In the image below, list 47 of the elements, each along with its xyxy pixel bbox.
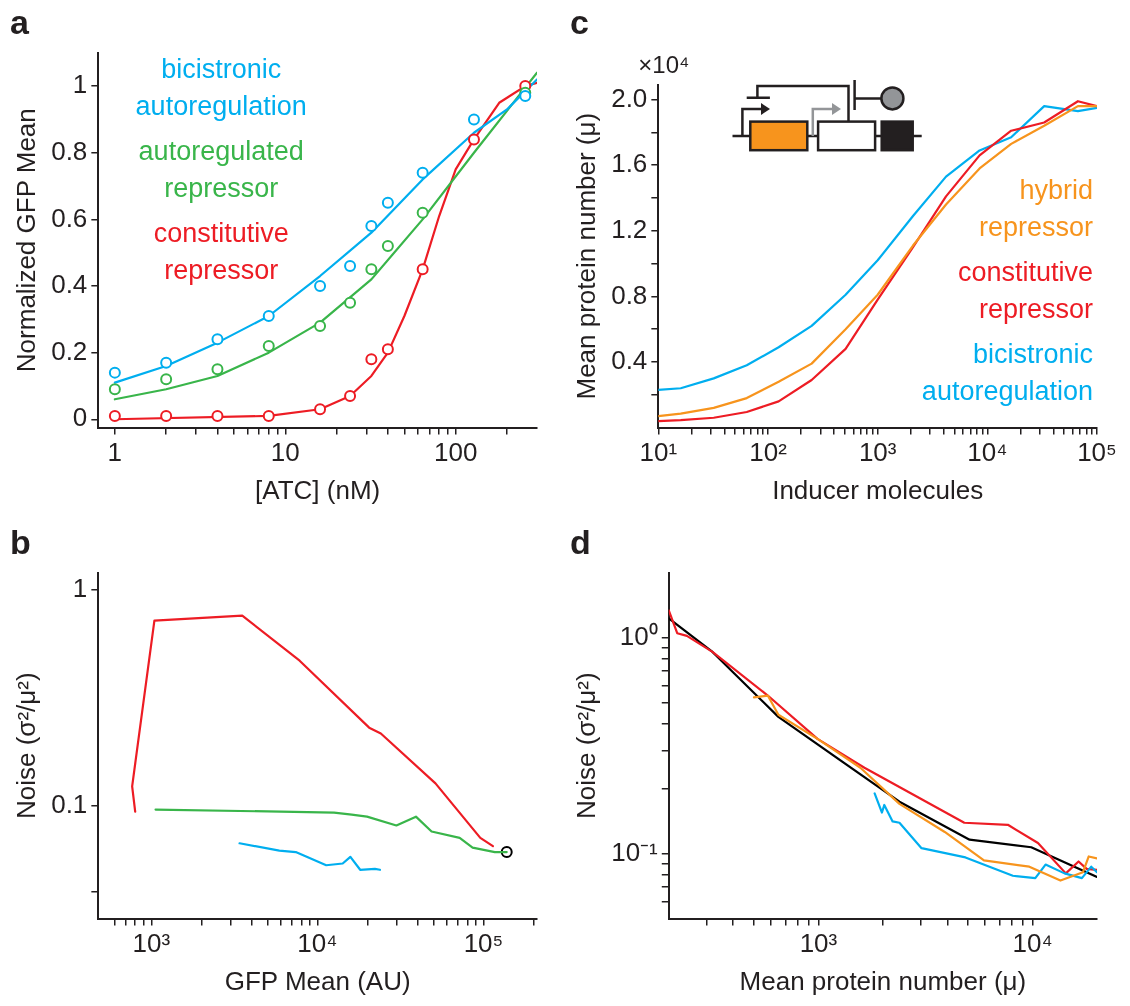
chart-title: b (10, 522, 31, 561)
x-axis-title: Mean protein number (μ) (739, 965, 1027, 996)
x-tick-label: 100 (434, 437, 478, 468)
x-tick-label: 10⁴ (1012, 928, 1053, 959)
text: constitutive repressor (153, 217, 289, 285)
x-axis-title: Inducer molecules (772, 474, 984, 505)
y-tick-label: 0.8 (611, 279, 648, 310)
y-tick-label: 0.4 (611, 345, 648, 376)
x-axis-title: GFP Mean (AU) (224, 965, 411, 996)
y-tick-label: 1.6 (611, 148, 648, 179)
x-tick-label: 1 (107, 437, 123, 468)
x-tick-label: 10⁵ (1077, 437, 1117, 468)
x-axis-title: [ATC] (nM) (255, 474, 381, 505)
y-tick-label: 0 (72, 402, 88, 433)
text: autoregulated repressor (138, 135, 304, 203)
chart-title: a (10, 2, 30, 41)
series-label: hybrid repressor (978, 174, 1093, 242)
y-tick-label: 1 (72, 69, 88, 100)
x-tick-label: 10¹ (639, 437, 678, 468)
text: bicistronic autoregulation (921, 338, 1093, 406)
y-tick-label: 10⁰ (619, 620, 658, 651)
x-tick-label: 10⁵ (463, 928, 504, 959)
x-tick-label: 10⁴ (967, 437, 1008, 468)
y-axis-title: Mean protein number (μ) (570, 112, 601, 400)
x-tick-label: 10³ (132, 928, 171, 959)
chart-title: c (570, 2, 589, 41)
series-label: constitutive repressor (957, 256, 1093, 324)
y-tick-label: 0.1 (51, 788, 88, 819)
x-tick-label: 10³ (799, 928, 838, 959)
x-tick-label: 10⁴ (297, 928, 338, 959)
y-axis-title: Normalized GFP Mean (10, 108, 41, 373)
y-axis-title: Noise (σ²/μ²) (10, 672, 41, 819)
y-tick-label: 1 (72, 573, 88, 604)
y-tick-label: 0.4 (51, 269, 88, 300)
x-tick-label: 10 (270, 437, 300, 468)
y-axis-title: Noise (σ²/μ²) (570, 672, 601, 819)
y-tick-label: 10⁻¹ (611, 836, 659, 867)
y-tick-label: 2.0 (611, 82, 648, 113)
text: ×10⁴ (638, 51, 690, 79)
y-tick-label: 0.6 (51, 202, 88, 233)
text: bicistronic autoregulation (135, 53, 307, 121)
y-tick-label: 0.8 (51, 135, 88, 166)
x-tick-label: 10³ (858, 437, 897, 468)
chart-title: d (570, 522, 591, 561)
y-tick-label: 1.2 (611, 213, 648, 244)
x-tick-label: 10² (749, 437, 788, 468)
y-tick-label: 0.2 (51, 335, 88, 366)
